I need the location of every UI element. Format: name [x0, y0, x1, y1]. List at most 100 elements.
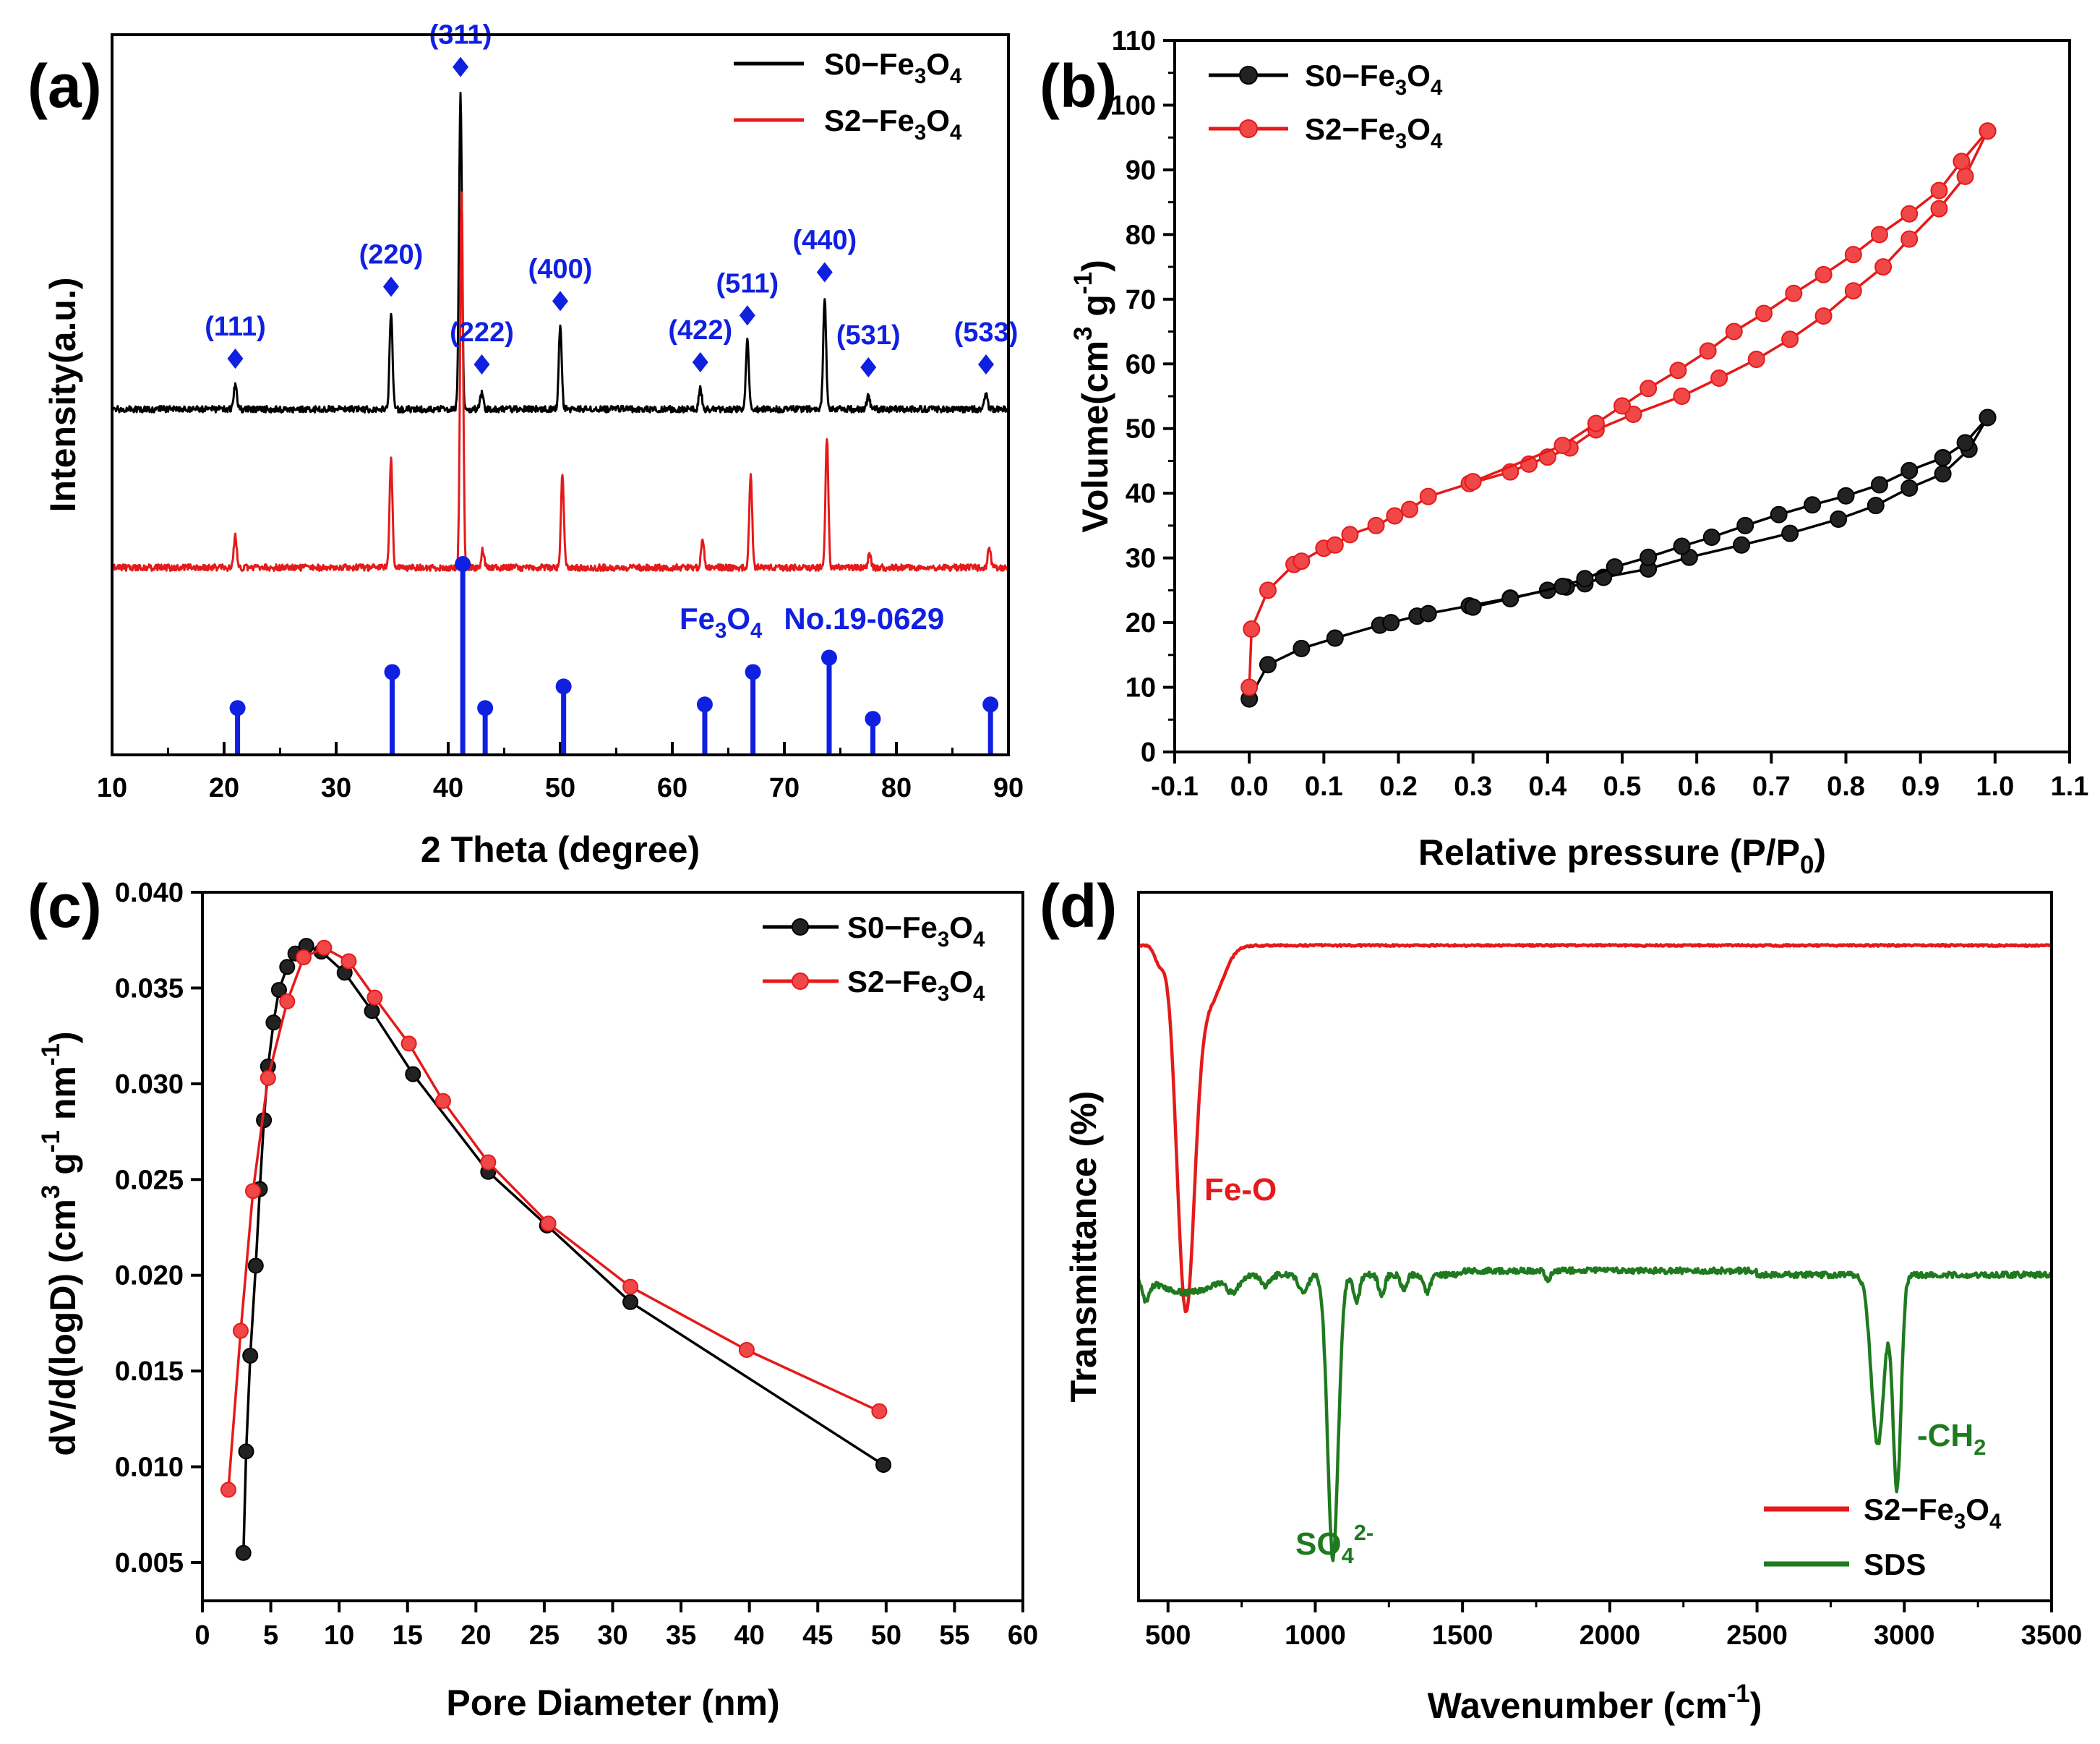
panel-b-isotherm: (b) -0.1 0.0 0.1 0.2 0.3 0.4 0.5 0.6 0.7 0.8 0.9 1.… — [1040, 26, 2088, 879]
data-point-s0 — [1673, 537, 1691, 555]
reference-marker — [982, 696, 999, 713]
data-point-s0 — [1867, 497, 1885, 515]
hkl-marker — [978, 354, 994, 375]
data-point-s0 — [1934, 448, 1952, 466]
y-tick-label: 0.025 — [115, 1165, 184, 1195]
x-tick-label: 50 — [545, 773, 575, 803]
data-point-s2 — [1930, 181, 1948, 200]
y-tick-label: 0.020 — [115, 1261, 184, 1291]
hkl-label: (222) — [450, 317, 514, 348]
reference-marker — [229, 700, 246, 717]
data-point-s0 — [1326, 629, 1344, 647]
hkl-marker — [552, 291, 568, 312]
x-tick-label: 55 — [939, 1620, 969, 1651]
legend-label-sds: SDS — [1864, 1547, 1926, 1581]
x-tick-label: 0 — [194, 1620, 210, 1651]
y-axis-label: Transmittance (%) — [1063, 1091, 1104, 1403]
x-tick-label: 0.3 — [1454, 771, 1492, 802]
series-line-s2 — [1137, 943, 2053, 1314]
data-point-s0 — [1900, 479, 1919, 497]
data-point-s2 — [1844, 246, 1862, 264]
data-point-s0 — [1640, 548, 1658, 566]
y-tick-label: 110 — [1112, 26, 1156, 56]
y-tick-label: 0.010 — [115, 1453, 184, 1483]
reference-marker — [477, 700, 494, 717]
legend-marker-s2 — [1239, 119, 1258, 138]
series-line-s2 — [111, 191, 1010, 572]
data-point-s2 — [1464, 473, 1482, 491]
data-point-s2 — [1699, 342, 1717, 360]
x-tick-label: 1.1 — [2051, 771, 2089, 802]
data-point-s2 — [1553, 436, 1572, 454]
data-point-s2 — [1400, 500, 1418, 518]
panel-a-xrd: (a) 10 20 30 40 50 60 70 80 90(111)(220)(311)(22… — [27, 20, 1024, 870]
x-tick-label: 80 — [881, 773, 912, 803]
data-point-s0 — [1870, 476, 1888, 494]
hkl-label: (422) — [668, 315, 732, 346]
data-point-s2 — [1900, 230, 1919, 248]
reference-marker — [455, 556, 471, 573]
x-tick-label: 20 — [209, 773, 239, 803]
data-point-s2 — [1956, 167, 1974, 185]
panel-label: (d) — [1040, 872, 1117, 940]
data-point-s2 — [1613, 397, 1631, 415]
x-tick-label: 35 — [666, 1620, 696, 1651]
y-tick-label: 0.030 — [115, 1069, 184, 1100]
hkl-marker — [739, 305, 755, 326]
y-tick-label: 40 — [1126, 479, 1156, 509]
y-tick-label: 70 — [1126, 285, 1156, 315]
data-point-s2 — [340, 953, 357, 970]
x-tick-label: 3000 — [1874, 1620, 1935, 1651]
data-point-s2 — [1930, 200, 1948, 218]
hkl-label: (511) — [716, 268, 779, 299]
x-axis-label: Relative pressure (P/P0) — [1418, 832, 1826, 879]
data-point-s0 — [1464, 598, 1482, 616]
data-point-s0 — [405, 1066, 421, 1082]
data-point-s0 — [622, 1294, 639, 1310]
x-tick-label: 0.5 — [1603, 771, 1642, 802]
plot-area: 10 20 30 40 50 60 70 80 90(111)(220)(311)(222)(4… — [97, 20, 1024, 803]
data-point-s0 — [1382, 614, 1400, 632]
data-point-s0 — [279, 959, 296, 975]
data-point-s0 — [1956, 434, 1974, 452]
series-line-sds — [1136, 1266, 2053, 1563]
data-point-s2 — [540, 1215, 557, 1232]
x-tick-label: 30 — [597, 1620, 627, 1651]
data-point-s0 — [1830, 510, 1848, 528]
x-tick-label: 60 — [657, 773, 687, 803]
data-point-s0 — [235, 1544, 252, 1561]
axes-frame — [201, 891, 1024, 1602]
data-point-s2 — [1386, 507, 1404, 525]
data-point-s2 — [400, 1035, 417, 1052]
x-tick-label: 5 — [263, 1620, 278, 1651]
x-tick-label: 40 — [734, 1620, 765, 1651]
y-tick-label: 90 — [1126, 155, 1156, 186]
legend-marker-s0 — [1239, 66, 1258, 85]
x-tick-label: 90 — [993, 773, 1024, 803]
y-axis-label: dV/d(logD) (cm3 g-1 nm-1) — [37, 1031, 83, 1456]
reference-marker — [555, 678, 572, 695]
data-point-s0 — [270, 982, 287, 999]
data-point-s2 — [1419, 487, 1437, 505]
data-point-s2 — [1259, 581, 1277, 599]
y-axis-label: Intensity(a.u.) — [43, 277, 83, 512]
x-axis-label: Wavenumber (cm-1) — [1428, 1680, 1762, 1726]
data-point-s0 — [1553, 577, 1572, 595]
x-tick-label: 1500 — [1432, 1620, 1493, 1651]
data-point-s2 — [1785, 284, 1803, 302]
x-tick-label: 50 — [871, 1620, 901, 1651]
y-tick-label: 30 — [1126, 544, 1156, 574]
x-tick-label: 70 — [769, 773, 800, 803]
legend-marker-s0 — [792, 918, 809, 936]
x-tick-label: 30 — [321, 773, 351, 803]
x-tick-label: 0.6 — [1678, 771, 1716, 802]
y-tick-label: 0.005 — [115, 1548, 184, 1578]
data-point-s2 — [1747, 351, 1765, 369]
x-axis-label: 2 Theta (degree) — [421, 829, 700, 870]
data-point-s2 — [480, 1154, 497, 1171]
hkl-label: (220) — [359, 239, 424, 270]
reference-marker — [696, 696, 713, 713]
data-point-s0 — [1770, 505, 1788, 523]
plot-area: -0.1 0.0 0.1 0.2 0.3 0.4 0.5 0.6 0.7 0.8 0.9 1.0 1.1… — [1110, 26, 2089, 802]
data-point-s0 — [1501, 589, 1520, 607]
